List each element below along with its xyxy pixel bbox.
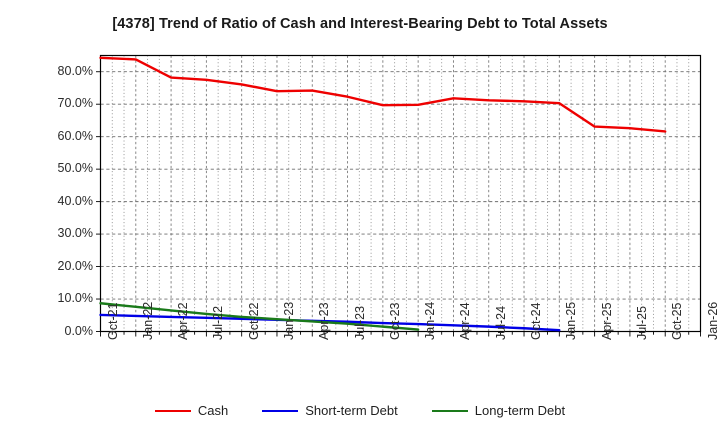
y-tick-label: 60.0% (57, 128, 93, 143)
x-tick-label: Jul-23 (352, 305, 367, 340)
x-tick-label: Oct-21 (105, 301, 120, 340)
gridlines-major-vertical (135, 55, 701, 332)
y-axis-ticks (96, 71, 101, 332)
x-tick-label: Jul-24 (493, 305, 508, 340)
series-line-cash (99, 56, 667, 133)
x-tick-label: Apr-23 (317, 301, 332, 340)
legend-item[interactable]: Long-term Debt (431, 403, 566, 418)
y-tick-label: 30.0% (57, 226, 93, 241)
legend-color-swatch (431, 409, 468, 412)
x-axis-ticks (100, 331, 701, 337)
x-tick-label: Apr-25 (599, 301, 614, 340)
x-tick-label: Jan-23 (281, 301, 296, 340)
legend-label: Short-term Debt (305, 403, 398, 418)
x-tick-label: Jul-22 (211, 305, 226, 340)
legend-label: Cash (197, 403, 229, 418)
legend-color-swatch (262, 409, 299, 412)
x-tick-label: Jan-24 (423, 301, 438, 340)
legend-label: Long-term Debt (474, 403, 566, 418)
y-tick-label: 20.0% (57, 258, 93, 273)
y-tick-label: 40.0% (57, 193, 93, 208)
x-tick-label: Jul-25 (634, 305, 649, 340)
x-tick-label: Oct-23 (387, 301, 402, 340)
gridlines-minor-vertical (111, 55, 690, 332)
x-tick-label: Oct-25 (670, 301, 685, 340)
chart-legend: Cash Short-term Debt Long-term Debt (0, 403, 720, 418)
y-tick-label: 10.0% (57, 291, 93, 306)
x-tick-label: Oct-22 (246, 301, 261, 340)
x-tick-label: Apr-22 (176, 301, 191, 340)
series-line-short-term-debt (99, 313, 561, 332)
y-tick-label: 80.0% (57, 63, 93, 78)
legend-color-swatch (154, 409, 191, 412)
series-line-long-term-debt (99, 302, 420, 331)
y-tick-label: 0.0% (64, 323, 94, 338)
x-tick-label: Apr-24 (458, 301, 473, 340)
gridlines-horizontal (100, 71, 701, 300)
x-tick-label: Jan-25 (564, 301, 579, 340)
x-tick-label: Jan-22 (140, 301, 155, 340)
legend-item[interactable]: Short-term Debt (262, 403, 398, 418)
x-tick-label: Jan-26 (705, 301, 720, 340)
y-tick-label: 50.0% (57, 161, 93, 176)
x-tick-label: Oct-24 (529, 301, 544, 340)
y-tick-label: 70.0% (57, 96, 93, 111)
chart-title: [4378] Trend of Ratio of Cash and Intere… (112, 16, 608, 32)
legend-item[interactable]: Cash (154, 403, 229, 418)
